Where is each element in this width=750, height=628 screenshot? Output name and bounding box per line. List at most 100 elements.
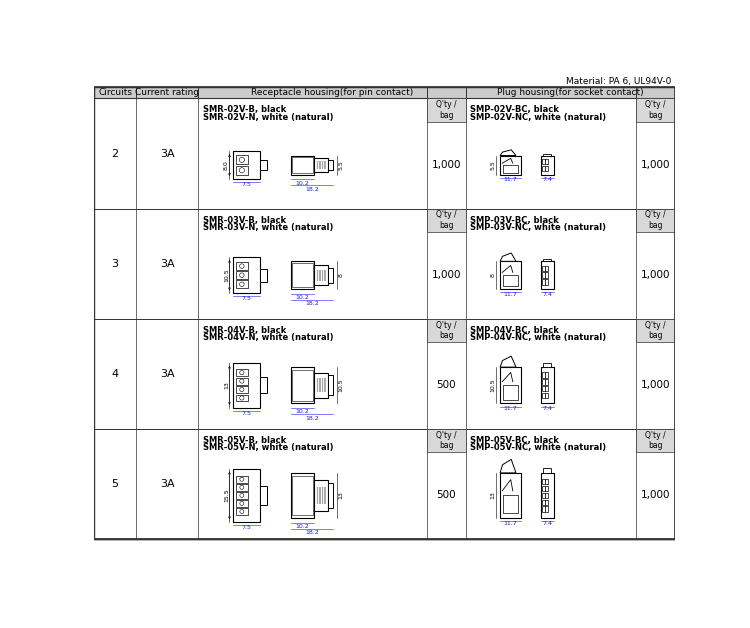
Bar	[290, 261, 314, 289]
Bar	[541, 261, 554, 289]
Bar	[545, 159, 548, 165]
Circle shape	[240, 477, 244, 481]
Text: 5: 5	[112, 479, 118, 489]
Text: 1,000: 1,000	[640, 490, 670, 501]
Bar	[545, 493, 548, 498]
Bar	[503, 386, 518, 400]
Text: 10.2: 10.2	[296, 295, 309, 300]
Text: Q'ty /
bag: Q'ty / bag	[436, 320, 457, 340]
Text: Circuits: Circuits	[98, 88, 132, 97]
Text: SMP-03V-NC, white (natural): SMP-03V-NC, white (natural)	[470, 223, 607, 232]
Text: SMP-04V-NC, white (natural): SMP-04V-NC, white (natural)	[470, 333, 607, 342]
Bar	[292, 157, 313, 173]
Polygon shape	[500, 459, 516, 473]
Bar	[427, 208, 466, 232]
Bar	[94, 99, 675, 208]
Text: SMP-05V-NC, white (natural): SMP-05V-NC, white (natural)	[470, 443, 607, 452]
Bar	[543, 154, 551, 156]
Text: 1,000: 1,000	[640, 160, 670, 170]
Bar	[503, 275, 518, 286]
Text: SMP-02V-NC, white (natural): SMP-02V-NC, white (natural)	[470, 113, 607, 122]
Text: 1,000: 1,000	[432, 270, 461, 280]
Bar	[427, 318, 466, 342]
Circle shape	[239, 282, 244, 286]
Bar	[545, 273, 548, 278]
Text: 10.5: 10.5	[490, 379, 496, 392]
Text: Material: PA 6, UL94V-0: Material: PA 6, UL94V-0	[566, 77, 671, 86]
Bar	[290, 367, 314, 403]
Bar	[314, 158, 328, 171]
Text: SMP-03V-BC, black: SMP-03V-BC, black	[470, 215, 560, 224]
Text: SMR-03V-B, black: SMR-03V-B, black	[203, 215, 286, 224]
Bar	[542, 279, 544, 285]
Bar	[290, 156, 314, 175]
Bar	[314, 480, 328, 511]
Text: 7.5: 7.5	[242, 182, 251, 187]
Text: 3A: 3A	[160, 479, 175, 489]
Bar	[290, 473, 314, 518]
Bar	[545, 166, 548, 171]
Bar	[236, 281, 248, 288]
Circle shape	[240, 396, 244, 400]
Text: 18.2: 18.2	[305, 416, 319, 421]
Bar	[236, 394, 248, 401]
Text: 500: 500	[436, 490, 456, 501]
Bar	[236, 386, 248, 393]
Bar	[636, 99, 675, 122]
Text: 3A: 3A	[160, 259, 175, 269]
Bar	[543, 364, 551, 367]
Bar	[292, 263, 313, 287]
Bar	[236, 271, 248, 279]
Text: Q'ty /
bag: Q'ty / bag	[436, 431, 457, 450]
Polygon shape	[500, 356, 516, 367]
Text: 10.2: 10.2	[296, 181, 309, 185]
Text: SMP-05V-BC, black: SMP-05V-BC, black	[470, 436, 560, 445]
Bar	[236, 484, 248, 490]
Bar	[292, 476, 313, 515]
Bar	[542, 506, 544, 512]
Circle shape	[240, 387, 244, 392]
Bar	[260, 377, 267, 393]
Bar	[328, 483, 333, 508]
Text: Plug housing(for socket contact): Plug housing(for socket contact)	[497, 88, 644, 97]
Bar	[541, 473, 554, 518]
Text: 7.4: 7.4	[542, 178, 553, 183]
Bar	[328, 160, 333, 170]
Bar	[542, 379, 544, 384]
Text: 4: 4	[112, 369, 118, 379]
Text: SMR-02V-N, white (natural): SMR-02V-N, white (natural)	[203, 113, 334, 122]
Bar	[260, 486, 267, 505]
Bar	[94, 208, 675, 318]
Text: 13: 13	[490, 492, 496, 499]
Text: 18.2: 18.2	[305, 187, 319, 192]
Bar	[233, 257, 260, 293]
Text: 3A: 3A	[160, 369, 175, 379]
Bar	[236, 377, 248, 384]
Bar	[542, 486, 544, 491]
Text: SMP-02V-BC, black: SMP-02V-BC, black	[470, 106, 560, 114]
Bar	[636, 429, 675, 452]
Bar	[542, 372, 544, 377]
Bar	[503, 495, 518, 514]
Polygon shape	[500, 150, 516, 156]
Bar	[236, 263, 248, 270]
Bar	[236, 166, 248, 175]
Text: 2: 2	[112, 148, 118, 158]
Bar	[545, 386, 548, 391]
Text: 11.7: 11.7	[504, 292, 518, 297]
Text: Receptacle housing(for pin contact): Receptacle housing(for pin contact)	[251, 88, 413, 97]
Text: Q'ty /
bag: Q'ty / bag	[645, 431, 666, 450]
Text: Q'ty /
bag: Q'ty / bag	[645, 320, 666, 340]
Bar	[545, 379, 548, 384]
Bar	[545, 372, 548, 377]
Bar	[542, 166, 544, 171]
Text: 11.7: 11.7	[504, 406, 518, 411]
Circle shape	[240, 501, 244, 506]
Text: 500: 500	[436, 381, 456, 390]
Bar	[236, 492, 248, 499]
Text: 1,000: 1,000	[640, 381, 670, 390]
Bar	[541, 156, 554, 175]
Text: 8: 8	[490, 273, 496, 277]
Text: 13: 13	[338, 492, 344, 499]
Circle shape	[240, 485, 244, 489]
